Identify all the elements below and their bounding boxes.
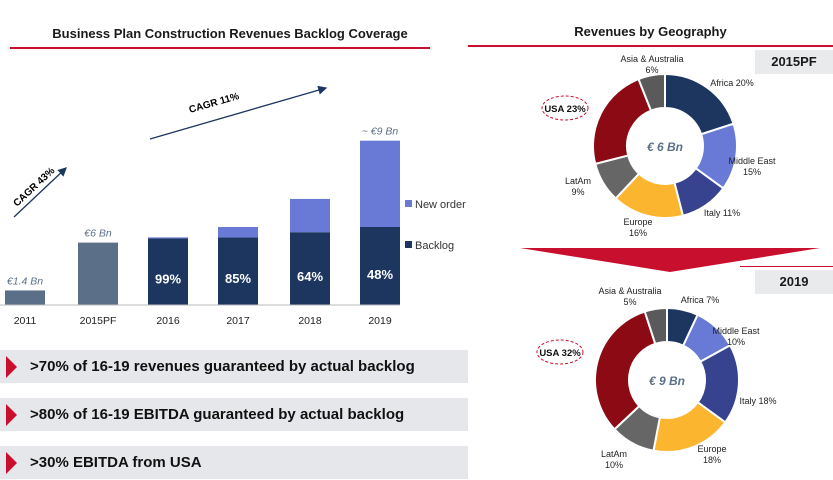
down-arrow	[520, 248, 820, 272]
x-tick-label: 2017	[226, 315, 250, 327]
bar-backlog-2019	[360, 227, 400, 305]
cagr-arrow-2	[149, 85, 328, 140]
bar-backlog-2017	[218, 237, 258, 305]
pie-2019-year: 2019	[779, 274, 809, 289]
donut-slice-usa	[594, 310, 657, 431]
coverage-pct-label: 64%	[297, 269, 323, 284]
slice-label: Europe 16%	[623, 217, 652, 238]
usa-highlight-pill	[536, 339, 584, 365]
x-tick-label: 2018	[298, 315, 322, 327]
bar-value-label: €6 Bn	[84, 228, 112, 240]
x-tick-label: 2011	[14, 315, 37, 327]
right-title-rule	[468, 45, 833, 47]
donut-slice-asia-australia	[643, 306, 668, 346]
bar-new-order-2016	[148, 237, 188, 239]
bullet-backlog-revenues: >70% of 16-19 revenues guaranteed by act…	[0, 350, 468, 383]
bar-value-label: €1.4 Bn	[7, 275, 43, 287]
slice-label: LatAm 10%	[601, 449, 627, 470]
pie-2015pf-year: 2015PF	[771, 54, 817, 69]
bullet-marker-icon	[6, 452, 17, 474]
bar-backlog-2011	[5, 290, 45, 305]
bar-new-order-2018	[290, 198, 330, 233]
bullet-text: >80% of 16-19 EBITDA guaranteed by actua…	[30, 406, 405, 423]
bar-backlog-2016	[148, 238, 188, 305]
legend-swatch-new-order	[405, 200, 412, 207]
usa-highlight-label: USA 32%	[539, 348, 581, 359]
coverage-pct-label: 85%	[225, 271, 251, 286]
revenue-bar-chart: 2011 €1.4 Bn 2015PF €6 Bn 2016 99% 2017 85% 2018…	[0, 85, 466, 327]
cagr-label: CAGR 43%	[12, 165, 58, 209]
pie-2019-rule	[740, 266, 833, 267]
bullet-backlog-ebitda: >80% of 16-19 EBITDA guaranteed by actua…	[0, 398, 468, 431]
usa-highlight-pill	[541, 95, 589, 121]
legend-label-backlog: Backlog	[415, 240, 454, 252]
bullet-text: >30% EBITDA from USA	[30, 454, 202, 471]
donut-center-label: € 6 Bn	[647, 140, 683, 154]
donut-center-label: € 9 Bn	[649, 374, 685, 388]
bar-value-label: ~ €9 Bn	[362, 126, 399, 138]
legend-label-new-order: New order	[415, 199, 466, 211]
slice-label: Europe 18%	[697, 444, 726, 465]
left-chart-title: Business Plan Construction Revenues Back…	[52, 26, 408, 41]
coverage-pct-label: 99%	[155, 271, 181, 286]
slice-label: Africa 20%	[710, 78, 754, 88]
slice-label: Middle East 15%	[728, 156, 776, 177]
donut-slice-usa	[592, 77, 653, 166]
slice-label: Italy 11%	[704, 208, 740, 218]
slice-label: Asia & Australia 5%	[598, 286, 661, 307]
bar-new-order-2017	[218, 227, 258, 238]
pie-2015pf: € 6 Bn Africa 20% Middle East 15% Italy 11% E…	[541, 54, 776, 238]
x-tick-label: 2019	[368, 315, 392, 327]
coverage-pct-label: 48%	[367, 267, 393, 282]
bullet-marker-icon	[6, 404, 17, 426]
slice-label: Africa 7%	[681, 295, 720, 305]
x-tick-label: 2016	[156, 315, 180, 327]
bullet-marker-icon	[6, 356, 17, 378]
cagr-label: CAGR 11%	[188, 91, 241, 116]
left-title-rule	[10, 47, 430, 49]
usa-highlight-label: USA 23%	[544, 104, 586, 115]
bar-backlog-2015PF	[78, 242, 118, 305]
donut-slice-asia-australia	[637, 72, 666, 112]
slice-label: LatAm 9%	[565, 176, 591, 197]
bullet-usa-ebitda: >30% EBITDA from USA	[0, 446, 468, 479]
pie-2019: € 9 Bn Africa 7% Middle East 10% Italy 18% Eu…	[536, 286, 777, 470]
x-tick-label: 2015PF	[80, 315, 117, 327]
slice-label: Italy 18%	[739, 396, 776, 406]
bar-backlog-2018	[290, 232, 330, 305]
slice-label: Asia & Australia 6%	[620, 54, 683, 75]
bullet-text: >70% of 16-19 revenues guaranteed by act…	[30, 358, 415, 375]
pie-2019-year-box: 2019	[755, 270, 833, 294]
right-chart-title: Revenues by Geography	[574, 24, 727, 39]
pie-2015pf-year-box: 2015PF	[755, 50, 833, 74]
slice-label: Middle East 10%	[712, 326, 760, 347]
cagr-arrow-1	[13, 167, 67, 218]
bar-new-order-2019	[360, 140, 400, 227]
legend-swatch-backlog	[405, 241, 412, 248]
